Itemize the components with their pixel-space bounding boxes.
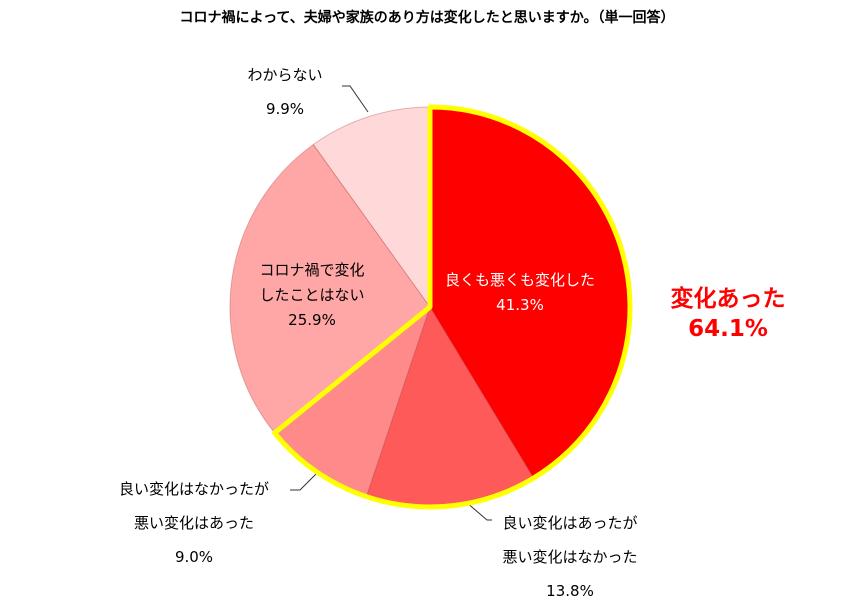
leader-line-4 [342, 85, 369, 113]
slice-label-1: 良い変化はあったが悪い変化はなかった 13.8% [502, 514, 637, 600]
callout-label: 変化あった [671, 285, 786, 312]
pie-slice-3 [229, 143, 431, 434]
callout-value: 64.1% [688, 316, 768, 342]
leader-line-1 [465, 501, 492, 521]
leader-lines [290, 85, 492, 521]
pie-slices [229, 106, 631, 508]
slice-label-3: コロナ禍で変化したことはない 25.9% [259, 261, 364, 329]
slice-labels: 良くも悪くも変化した 41.3% 良い変化はあったが悪い変化はなかった 13.8% 良い… [119, 66, 638, 600]
slice-label-0: 良くも悪くも変化した 41.3% [445, 271, 595, 314]
leader-line-2 [290, 471, 319, 491]
slice-label-2: 良い変化はなかったが悪い変化はあった 9.0% [119, 480, 269, 566]
chart-title: コロナ禍によって、夫婦や家族のあり方は変化したと思いますか。（単一回答） [180, 9, 675, 26]
slice-label-4: わからない 9.9% [247, 66, 322, 118]
pie-slice-4 [312, 106, 431, 309]
highlight-outline [272, 104, 633, 510]
